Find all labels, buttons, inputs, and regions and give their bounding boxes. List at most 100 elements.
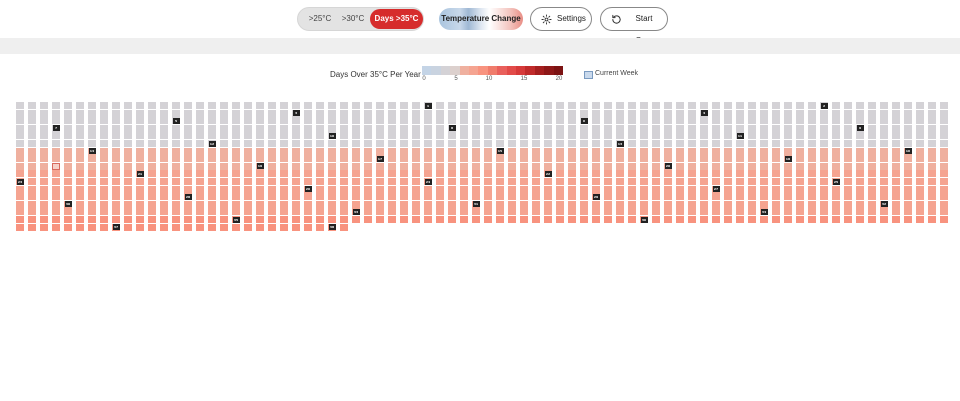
week-cell[interactable]	[532, 124, 540, 132]
week-cell[interactable]	[376, 102, 384, 109]
week-cell[interactable]	[676, 200, 684, 208]
week-cell[interactable]	[844, 117, 852, 125]
week-cell[interactable]	[28, 140, 36, 147]
week-cell[interactable]	[940, 155, 948, 163]
week-cell[interactable]	[916, 102, 924, 109]
week-cell[interactable]	[640, 155, 648, 163]
week-cell[interactable]	[544, 124, 552, 132]
week-cell[interactable]	[448, 178, 456, 185]
week-cell[interactable]	[616, 216, 624, 223]
week-cell[interactable]	[808, 185, 816, 193]
week-cell[interactable]	[664, 216, 672, 223]
week-cell[interactable]	[460, 140, 468, 147]
week-cell[interactable]	[640, 124, 648, 132]
week-cell[interactable]	[232, 170, 240, 178]
week-cell[interactable]	[820, 140, 828, 147]
week-cell[interactable]	[220, 140, 228, 147]
week-cell[interactable]	[628, 193, 636, 201]
week-cell[interactable]	[172, 185, 180, 193]
week-cell[interactable]	[472, 162, 480, 170]
week-cell[interactable]	[268, 200, 276, 208]
week-cell[interactable]	[832, 155, 840, 163]
week-cell[interactable]	[508, 102, 516, 109]
week-cell[interactable]	[472, 155, 480, 163]
week-cell[interactable]	[724, 185, 732, 193]
week-cell[interactable]	[664, 155, 672, 163]
week-cell[interactable]	[256, 185, 264, 193]
week-cell[interactable]	[220, 102, 228, 109]
week-cell[interactable]	[856, 162, 864, 170]
week-cell[interactable]	[772, 155, 780, 163]
week-cell[interactable]	[808, 208, 816, 216]
week-cell[interactable]	[916, 178, 924, 185]
week-cell[interactable]	[808, 200, 816, 208]
week-cell[interactable]	[100, 155, 108, 163]
week-cell[interactable]	[172, 170, 180, 178]
week-cell[interactable]	[268, 193, 276, 201]
week-cell[interactable]	[880, 155, 888, 163]
week-cell[interactable]	[856, 117, 864, 125]
week-cell[interactable]	[796, 155, 804, 163]
week-cell[interactable]	[280, 147, 288, 155]
week-cell[interactable]	[856, 216, 864, 223]
week-cell[interactable]	[292, 155, 300, 163]
week-cell[interactable]	[160, 102, 168, 109]
week-cell[interactable]	[448, 147, 456, 155]
week-cell[interactable]	[892, 124, 900, 132]
week-cell[interactable]	[232, 140, 240, 147]
week-cell[interactable]	[904, 132, 912, 140]
week-cell[interactable]	[544, 216, 552, 223]
week-cell[interactable]	[304, 162, 312, 170]
week-cell[interactable]	[328, 185, 336, 193]
week-cell[interactable]	[904, 117, 912, 125]
week-cell[interactable]	[208, 117, 216, 125]
week-cell[interactable]	[832, 109, 840, 117]
week-cell[interactable]	[16, 132, 24, 140]
week-cell[interactable]	[304, 140, 312, 147]
week-cell[interactable]	[16, 162, 24, 170]
week-cell[interactable]	[736, 200, 744, 208]
week-cell[interactable]	[208, 200, 216, 208]
week-cell[interactable]	[112, 162, 120, 170]
week-cell[interactable]	[196, 170, 204, 178]
week-cell[interactable]	[532, 140, 540, 147]
week-cell[interactable]	[568, 132, 576, 140]
week-cell[interactable]	[376, 132, 384, 140]
week-cell[interactable]	[820, 132, 828, 140]
week-cell[interactable]	[160, 117, 168, 125]
week-cell[interactable]	[496, 117, 504, 125]
week-cell[interactable]	[124, 193, 132, 201]
week-cell[interactable]	[724, 208, 732, 216]
week-cell[interactable]	[940, 109, 948, 117]
week-cell[interactable]	[208, 109, 216, 117]
week-cell[interactable]	[844, 109, 852, 117]
week-cell[interactable]	[448, 185, 456, 193]
week-cell[interactable]	[364, 185, 372, 193]
week-cell[interactable]	[556, 185, 564, 193]
week-cell[interactable]	[40, 216, 48, 223]
week-cell[interactable]	[568, 185, 576, 193]
week-cell[interactable]	[244, 132, 252, 140]
week-cell[interactable]	[520, 109, 528, 117]
week-cell[interactable]	[604, 117, 612, 125]
week-cell[interactable]	[676, 162, 684, 170]
week-cell[interactable]	[16, 170, 24, 178]
week-cell[interactable]	[880, 132, 888, 140]
week-cell[interactable]	[532, 208, 540, 216]
week-cell[interactable]	[520, 162, 528, 170]
week-cell[interactable]	[76, 117, 84, 125]
week-cell[interactable]	[940, 117, 948, 125]
week-cell[interactable]	[28, 216, 36, 223]
week-cell[interactable]	[928, 155, 936, 163]
week-cell[interactable]	[16, 140, 24, 147]
week-cell[interactable]	[676, 132, 684, 140]
week-cell[interactable]	[868, 155, 876, 163]
week-cell[interactable]	[532, 155, 540, 163]
week-cell[interactable]	[508, 140, 516, 147]
week-cell[interactable]	[64, 162, 72, 170]
week-cell[interactable]	[172, 132, 180, 140]
week-cell[interactable]	[940, 178, 948, 185]
week-cell[interactable]	[748, 140, 756, 147]
week-cell[interactable]	[28, 155, 36, 163]
week-cell[interactable]	[220, 200, 228, 208]
